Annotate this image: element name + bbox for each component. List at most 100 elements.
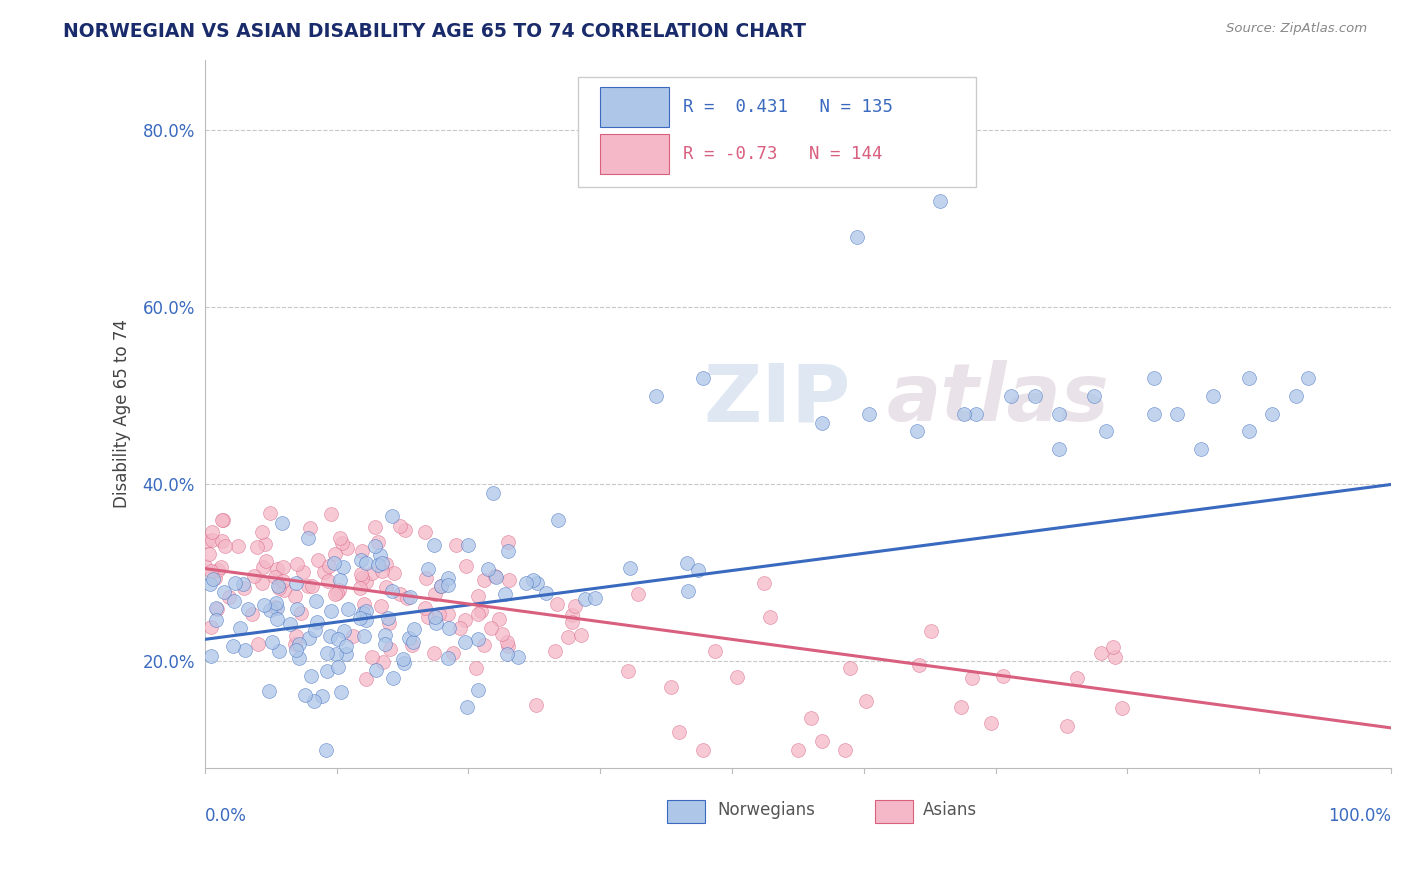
Point: [205, 601, 228, 615]
Point: [330, 536, 353, 550]
Point: [250, 525, 273, 540]
Text: atlas: atlas: [887, 360, 1109, 439]
Text: R = -0.73   N = 144: R = -0.73 N = 144: [683, 145, 883, 162]
Point: [453, 613, 475, 627]
Point: [810, 734, 832, 748]
Point: [1102, 640, 1125, 654]
Point: [354, 575, 377, 590]
Point: [360, 566, 382, 581]
Point: [392, 656, 415, 670]
Point: [283, 637, 305, 651]
Point: [1090, 646, 1112, 660]
Point: [288, 651, 311, 665]
Point: [1056, 718, 1078, 732]
Point: [675, 556, 697, 570]
Point: [354, 614, 377, 628]
Point: [496, 544, 519, 558]
Point: [288, 637, 311, 651]
Point: [305, 615, 328, 630]
Point: [353, 629, 375, 643]
Point: [382, 566, 405, 580]
Point: [402, 622, 425, 636]
Point: [688, 563, 710, 577]
Point: [561, 607, 583, 622]
Point: [335, 647, 357, 661]
Point: [350, 544, 373, 558]
Point: [446, 539, 468, 553]
Point: [1024, 389, 1046, 403]
Point: [316, 574, 339, 588]
Point: [198, 577, 221, 591]
Point: [243, 568, 266, 582]
Point: [301, 579, 323, 593]
Point: [364, 663, 387, 677]
Point: [284, 643, 307, 657]
Point: [229, 621, 252, 635]
Point: [246, 637, 269, 651]
Point: [474, 638, 496, 652]
Point: [378, 642, 401, 657]
Point: [349, 582, 371, 596]
Point: [456, 699, 478, 714]
Point: [299, 521, 322, 535]
Point: [676, 584, 699, 599]
Point: [329, 685, 352, 699]
Point: [1000, 389, 1022, 403]
FancyBboxPatch shape: [600, 87, 669, 127]
Point: [574, 592, 596, 607]
Point: [752, 576, 775, 591]
Point: [524, 698, 547, 712]
Point: [569, 628, 592, 642]
FancyBboxPatch shape: [668, 800, 706, 823]
Point: [399, 590, 422, 604]
Point: [659, 680, 682, 694]
Point: [200, 564, 222, 578]
Point: [398, 631, 420, 645]
Point: [198, 547, 221, 561]
Point: [437, 607, 460, 622]
Point: [364, 539, 387, 553]
Point: [692, 743, 714, 757]
Point: [226, 540, 249, 554]
Point: [401, 638, 423, 652]
Point: [381, 671, 404, 685]
Point: [294, 688, 316, 702]
Point: [333, 624, 356, 639]
Point: [342, 629, 364, 643]
Point: [374, 637, 396, 651]
Point: [200, 649, 222, 664]
Point: [259, 603, 281, 617]
Point: [425, 610, 447, 624]
Point: [378, 616, 401, 631]
Point: [484, 568, 506, 582]
Point: [307, 553, 329, 567]
Text: R =  0.431   N = 135: R = 0.431 N = 135: [683, 98, 893, 116]
FancyBboxPatch shape: [875, 800, 912, 823]
Point: [564, 599, 586, 614]
Point: [479, 621, 502, 635]
Point: [368, 549, 391, 563]
Point: [271, 559, 294, 574]
Point: [350, 552, 373, 566]
Point: [299, 668, 322, 682]
Point: [855, 694, 877, 708]
Point: [423, 646, 446, 660]
Point: [326, 585, 349, 599]
Point: [496, 647, 519, 661]
Point: [349, 611, 371, 625]
Point: [212, 513, 235, 527]
Point: [962, 671, 984, 685]
FancyBboxPatch shape: [578, 78, 976, 187]
Point: [1104, 650, 1126, 665]
Point: [325, 647, 347, 661]
Point: [759, 609, 782, 624]
Point: [315, 743, 337, 757]
Point: [336, 541, 359, 555]
Point: [394, 523, 416, 537]
Point: [392, 651, 415, 665]
Point: [323, 547, 346, 561]
Text: Source: ZipAtlas.com: Source: ZipAtlas.com: [1226, 22, 1367, 36]
Point: [423, 538, 446, 552]
Point: [304, 624, 326, 638]
Point: [273, 583, 295, 598]
